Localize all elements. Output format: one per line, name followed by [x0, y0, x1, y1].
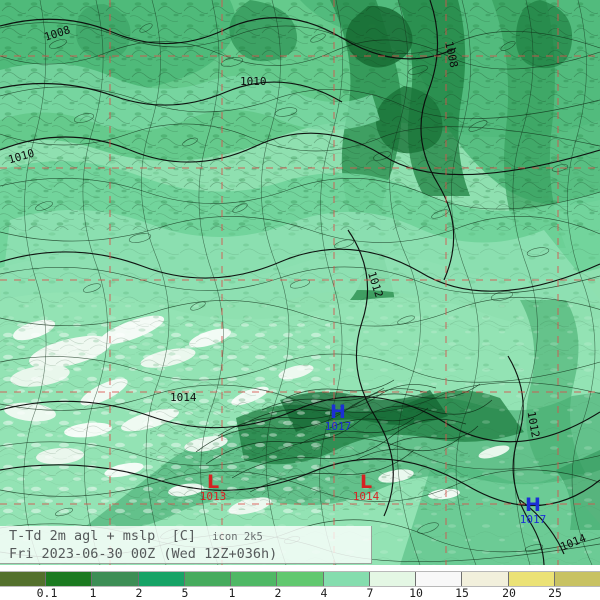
spacer-2 [196, 528, 212, 544]
colorbar-swatch[interactable] [369, 572, 417, 586]
colorbar-tick: 1 [89, 586, 97, 600]
colorbar-swatch[interactable] [46, 572, 93, 586]
colorbar-tick: 7 [366, 586, 374, 600]
map-panel[interactable]: 1008 1010 1008 1010 1012 1014 1012 1014 … [0, 0, 600, 565]
colorbar-tick: 5 [181, 586, 189, 600]
colorbar-swatch[interactable] [323, 572, 370, 586]
title-line-valid-time: Fri 2023-06-30 00Z (Wed 12Z+036h) [9, 546, 278, 562]
colorbar-tick: 10 [409, 586, 423, 600]
model-name: icon 2k5 [212, 531, 263, 543]
colorbar-swatch[interactable] [277, 572, 324, 586]
colorbar-tick: 2 [274, 586, 282, 600]
map-canvas[interactable] [0, 0, 600, 565]
colorbar-area: 0.1 1 2 5 1 2 4 7 10 15 20 25 [0, 565, 600, 600]
colorbar-tick: 20 [502, 586, 516, 600]
product-title-block: T-Td 2m agl + mslp [C] icon 2k5 Fri 2023… [0, 526, 372, 564]
colorbar-tick: 4 [320, 586, 328, 600]
colorbar-swatch[interactable] [462, 572, 509, 586]
product-units: [C] [171, 528, 196, 544]
spacer-1 [155, 528, 171, 544]
colorbar-swatch[interactable] [416, 572, 463, 586]
colorbar-tick: 0.1 [36, 586, 58, 600]
colorbar-tick: 1 [228, 586, 236, 600]
product-name: T-Td 2m agl + mslp [9, 528, 156, 544]
colorbar-swatch[interactable] [508, 572, 555, 586]
colorbar-swatch[interactable] [554, 572, 600, 586]
title-line-product: T-Td 2m agl + mslp [C] icon 2k5 [9, 528, 371, 546]
colorbar-swatch[interactable] [231, 572, 278, 586]
colorbar-swatch[interactable] [0, 572, 47, 586]
colorbar-swatch[interactable] [138, 572, 185, 586]
colorbar-swatch[interactable] [92, 572, 139, 586]
colorbar-swatch[interactable] [184, 572, 232, 586]
colorbar-ticks: 0.1 1 2 5 1 2 4 7 10 15 20 25 [0, 587, 600, 600]
colorbar[interactable] [0, 571, 600, 587]
colorbar-tick: 25 [548, 586, 562, 600]
colorbar-tick: 15 [455, 586, 469, 600]
colorbar-tick: 2 [135, 586, 143, 600]
